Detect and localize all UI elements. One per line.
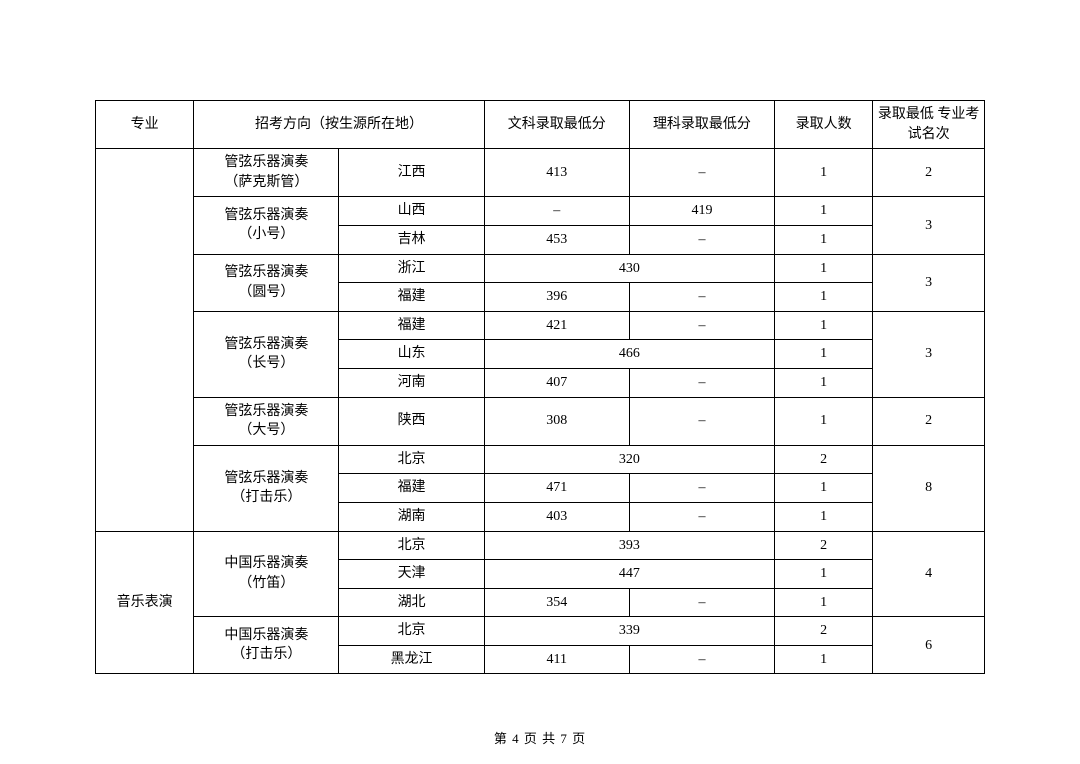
table-cell: 354 [484, 588, 629, 617]
direction-cell: 管弦乐器演奏 （萨克斯管） [194, 149, 339, 197]
table-cell: 湖北 [339, 588, 484, 617]
table-cell: 河南 [339, 368, 484, 397]
table-cell: 2 [873, 149, 985, 197]
table-cell: – [629, 645, 774, 674]
table-row: 中国乐器演奏 （打击乐）北京33926 [96, 617, 985, 646]
table-cell: 447 [484, 560, 774, 589]
table-cell: 1 [775, 474, 873, 503]
table-cell: 1 [775, 368, 873, 397]
table-cell: 吉林 [339, 225, 484, 254]
table-row: 管弦乐器演奏 （萨克斯管）江西413–12 [96, 149, 985, 197]
table-cell: 308 [484, 397, 629, 445]
table-cell: 430 [484, 254, 774, 283]
table-cell: 466 [484, 340, 774, 369]
th-direction: 招考方向（按生源所在地） [194, 101, 484, 149]
table-row: 管弦乐器演奏 （小号）山西–41913 [96, 197, 985, 226]
page-container: 专业 招考方向（按生源所在地） 文科录取最低分 理科录取最低分 录取人数 录取最… [0, 0, 1080, 674]
table-cell: 1 [775, 645, 873, 674]
table-cell: – [629, 368, 774, 397]
table-cell: 413 [484, 149, 629, 197]
table-row: 管弦乐器演奏 （打击乐）北京32028 [96, 445, 985, 474]
direction-cell: 中国乐器演奏 （打击乐） [194, 617, 339, 674]
table-cell: 3 [873, 254, 985, 311]
table-cell: 山东 [339, 340, 484, 369]
table-cell: 1 [775, 397, 873, 445]
table-cell: 1 [775, 197, 873, 226]
table-cell: 421 [484, 311, 629, 340]
table-cell: 339 [484, 617, 774, 646]
table-row: 管弦乐器演奏 （圆号）浙江43013 [96, 254, 985, 283]
table-cell: 北京 [339, 617, 484, 646]
table-cell: 471 [484, 474, 629, 503]
table-cell: 1 [775, 560, 873, 589]
direction-cell: 管弦乐器演奏 （打击乐） [194, 445, 339, 531]
th-rank: 录取最低 专业考试名次 [873, 101, 985, 149]
table-cell: 浙江 [339, 254, 484, 283]
table-cell: 江西 [339, 149, 484, 197]
table-cell: 北京 [339, 445, 484, 474]
table-cell: 1 [775, 149, 873, 197]
table-cell: 396 [484, 283, 629, 312]
table-cell: 407 [484, 368, 629, 397]
table-cell: 山西 [339, 197, 484, 226]
table-cell: – [629, 588, 774, 617]
table-cell: 福建 [339, 474, 484, 503]
table-cell: 福建 [339, 283, 484, 312]
table-cell: 2 [775, 445, 873, 474]
table-cell: – [629, 474, 774, 503]
table-cell: 419 [629, 197, 774, 226]
direction-cell: 管弦乐器演奏 （大号） [194, 397, 339, 445]
direction-cell: 中国乐器演奏 （竹笛） [194, 531, 339, 617]
table-cell: – [629, 149, 774, 197]
table-body: 管弦乐器演奏 （萨克斯管）江西413–12管弦乐器演奏 （小号）山西–41913… [96, 149, 985, 674]
table-row: 管弦乐器演奏 （长号）福建421–13 [96, 311, 985, 340]
table-cell: 1 [775, 311, 873, 340]
table-cell: – [629, 283, 774, 312]
table-cell: 8 [873, 445, 985, 531]
table-cell: – [629, 311, 774, 340]
table-cell: – [629, 397, 774, 445]
table-cell: – [484, 197, 629, 226]
table-cell: 1 [775, 340, 873, 369]
table-cell: 403 [484, 502, 629, 531]
table-cell: 2 [775, 617, 873, 646]
table-cell: 393 [484, 531, 774, 560]
table-cell: 天津 [339, 560, 484, 589]
table-cell: 陕西 [339, 397, 484, 445]
table-cell: 4 [873, 531, 985, 617]
table-cell: 320 [484, 445, 774, 474]
table-cell: 2 [873, 397, 985, 445]
table-cell: 北京 [339, 531, 484, 560]
direction-cell: 管弦乐器演奏 （圆号） [194, 254, 339, 311]
page-footer: 第 4 页 共 7 页 [494, 728, 586, 747]
table-cell: – [629, 225, 774, 254]
th-wenke: 文科录取最低分 [484, 101, 629, 149]
table-cell: 1 [775, 588, 873, 617]
th-major: 专业 [96, 101, 194, 149]
table-row: 音乐表演中国乐器演奏 （竹笛）北京39324 [96, 531, 985, 560]
major-cell-blank [96, 149, 194, 531]
admission-table: 专业 招考方向（按生源所在地） 文科录取最低分 理科录取最低分 录取人数 录取最… [95, 100, 985, 674]
table-cell: 福建 [339, 311, 484, 340]
table-cell: – [629, 502, 774, 531]
table-cell: 6 [873, 617, 985, 674]
table-cell: 3 [873, 311, 985, 397]
table-cell: 1 [775, 502, 873, 531]
table-cell: 453 [484, 225, 629, 254]
table-cell: 湖南 [339, 502, 484, 531]
table-header: 专业 招考方向（按生源所在地） 文科录取最低分 理科录取最低分 录取人数 录取最… [96, 101, 985, 149]
table-cell: 411 [484, 645, 629, 674]
th-admit: 录取人数 [775, 101, 873, 149]
table-cell: 1 [775, 283, 873, 312]
direction-cell: 管弦乐器演奏 （长号） [194, 311, 339, 397]
table-cell: 3 [873, 197, 985, 254]
table-cell: 2 [775, 531, 873, 560]
table-cell: 1 [775, 254, 873, 283]
table-cell: 黑龙江 [339, 645, 484, 674]
table-cell: 1 [775, 225, 873, 254]
table-row: 管弦乐器演奏 （大号）陕西308–12 [96, 397, 985, 445]
th-like: 理科录取最低分 [629, 101, 774, 149]
direction-cell: 管弦乐器演奏 （小号） [194, 197, 339, 254]
major-cell: 音乐表演 [96, 531, 194, 674]
